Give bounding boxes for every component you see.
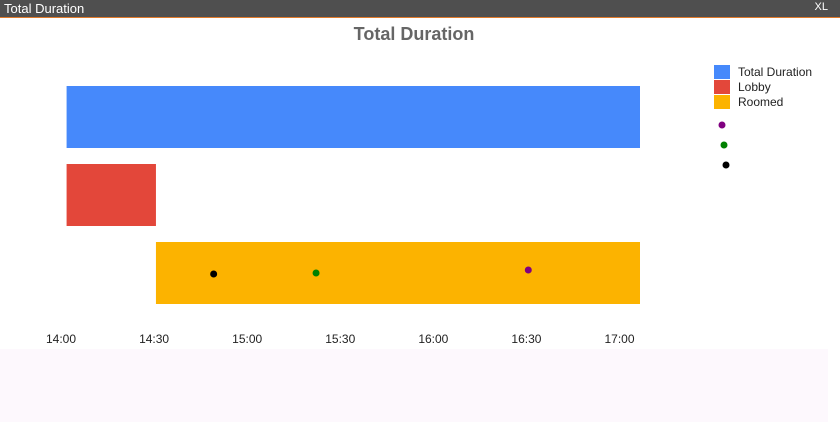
window-title: Total Duration [4, 1, 85, 16]
x-tick-label: 16:00 [418, 332, 448, 346]
legend-marker [722, 161, 730, 169]
x-tick-label: 15:00 [232, 332, 262, 346]
legend-swatch [714, 80, 730, 94]
footer-area [0, 349, 828, 422]
chart-title: Total Duration [354, 24, 475, 44]
x-tick-label: 14:00 [46, 332, 76, 346]
marker [524, 266, 532, 274]
bar [66, 86, 641, 148]
legend-label: Total Duration [738, 65, 812, 79]
x-tick-label: 14:30 [139, 332, 169, 346]
x-tick-label: 15:30 [325, 332, 355, 346]
chart: Total Duration 14:00 14:30 15:00 15:30 16:00… [46, 24, 812, 346]
legend-swatch [714, 95, 730, 109]
marker [312, 269, 320, 277]
legend-swatch [714, 65, 730, 79]
window-header: Total Duration XL [0, 0, 840, 18]
x-tick-label: 16:30 [511, 332, 541, 346]
bar [155, 242, 640, 304]
legend-marker [718, 121, 726, 129]
legend-marker [720, 141, 728, 149]
legend-label: Lobby [738, 80, 771, 94]
legend-label: Roomed [738, 95, 783, 109]
x-tick-label: 17:00 [605, 332, 635, 346]
marker [210, 270, 218, 278]
bar [66, 164, 156, 226]
xl-button[interactable]: XL [814, 1, 828, 13]
